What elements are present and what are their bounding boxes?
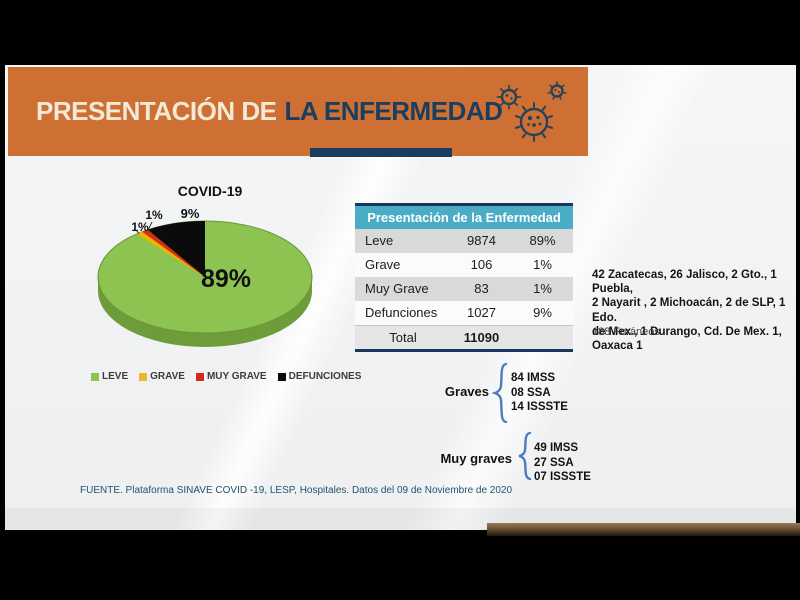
legend-label-defunciones: DEFUNCIONES bbox=[288, 371, 362, 382]
pie-label-muy-grave: 1% bbox=[145, 208, 163, 222]
row-percent: 1% bbox=[533, 281, 552, 296]
legend-swatch-leve-icon bbox=[91, 372, 99, 381]
table-row: Grave 106 1% bbox=[355, 253, 573, 277]
row-percent: 89% bbox=[529, 233, 556, 248]
muy-graves-items: 49 IMSS 27 SSA 07 ISSSTE bbox=[534, 441, 591, 485]
row-value: 9874 bbox=[467, 233, 496, 248]
table-total-row: Total 11090 bbox=[355, 325, 573, 349]
row-label: Grave bbox=[365, 257, 401, 272]
legend-swatch-defunciones-icon bbox=[277, 372, 286, 381]
pie-label-defunciones: 9% bbox=[180, 206, 200, 221]
title-banner: PRESENTACIÓN DE LA ENFERMEDAD bbox=[8, 67, 588, 156]
states-line: de Mex., 1 Durango, Cd. De Mex. 1, bbox=[592, 325, 782, 338]
graves-item: 08 SSA bbox=[511, 386, 551, 399]
row-percent: 9% bbox=[533, 305, 552, 320]
row-label: Defunciones bbox=[365, 305, 438, 320]
pie-label-grave: 1% bbox=[131, 220, 149, 234]
pie-label-leve: 89% bbox=[200, 265, 252, 293]
table-row: Defunciones 1027 9% bbox=[355, 301, 573, 325]
row-value: 106 bbox=[470, 257, 493, 272]
page-title-prefix: PRESENTACIÓN DE bbox=[36, 96, 277, 126]
pie-leader-lines bbox=[136, 221, 153, 234]
pie-slice-defunciones bbox=[147, 221, 205, 277]
presentation-slide: PRESENTACIÓN DE LA ENFERMEDAD bbox=[5, 65, 796, 530]
legend-label-muy-grave: MUY GRAVE bbox=[206, 371, 267, 382]
graves-items: 84 IMSS 08 SSA 14 ISSSTE bbox=[511, 371, 568, 415]
muy-graves-item: 49 IMSS bbox=[534, 442, 579, 454]
graves-item: 14 ISSSTE bbox=[511, 401, 568, 413]
table-header: Presentación de la Enfermedad bbox=[355, 206, 573, 229]
muy-graves-item: 07 ISSSTE bbox=[534, 471, 591, 483]
pie-slice-grave bbox=[136, 231, 205, 277]
title-underline-bar bbox=[310, 148, 452, 157]
legend-label-grave: GRAVE bbox=[150, 371, 185, 382]
graves-brace-icon bbox=[492, 362, 508, 424]
muy-graves-label: Muy graves bbox=[440, 451, 512, 466]
pie-chart bbox=[97, 220, 313, 347]
total-value: 11090 bbox=[463, 330, 500, 345]
total-percent-empty bbox=[512, 326, 573, 349]
legend-swatch-grave-icon bbox=[139, 372, 148, 381]
states-line: 2 Nayarit , 2 Michoacán, 2 de SLP, 1 Edo… bbox=[592, 297, 786, 324]
graves-item: 84 IMSS bbox=[511, 372, 556, 384]
disease-table: Presentación de la Enfermedad Leve 9874 … bbox=[355, 203, 573, 352]
legend-swatch-muy-grave-icon bbox=[195, 372, 204, 381]
row-label: Muy Grave bbox=[365, 281, 429, 296]
states-line: 42 Zacatecas, 26 Jalisco, 2 Gto., 1 Pueb… bbox=[592, 269, 777, 296]
states-breakdown-text: 42 Zacatecas, 26 Jalisco, 2 Gto., 1 Pueb… bbox=[592, 268, 798, 353]
legend-label-leve: LEVE bbox=[102, 371, 129, 382]
legend-item-defunciones: DEFUNCIONES bbox=[277, 371, 362, 382]
pie-side-leve bbox=[98, 277, 312, 347]
legend-item-leve: LEVE bbox=[91, 371, 128, 382]
background-video-strip bbox=[487, 523, 800, 536]
foraneos-text: 188 Foráneos bbox=[592, 326, 660, 338]
graves-label: Graves bbox=[444, 384, 489, 399]
pie-slice-muy-grave bbox=[142, 229, 205, 277]
pie-chart-title: COVID-19 bbox=[177, 183, 243, 199]
page-title-emphasis: LA ENFERMEDAD bbox=[284, 96, 503, 126]
table-row: Leve 9874 89% bbox=[355, 229, 573, 253]
states-line: Oaxaca 1 bbox=[592, 340, 643, 353]
row-value: 83 bbox=[474, 281, 489, 296]
legend-item-grave: GRAVE bbox=[139, 371, 185, 382]
pie-legend: LEVE GRAVE MUY GRAVE DEFUNCIONES bbox=[91, 371, 361, 382]
muy-graves-brace-icon bbox=[518, 431, 532, 481]
page-title: PRESENTACIÓN DE LA ENFERMEDAD bbox=[36, 67, 503, 156]
legend-item-muy-grave: MUY GRAVE bbox=[195, 371, 267, 382]
muy-graves-item: 27 SSA bbox=[534, 456, 574, 469]
row-percent: 1% bbox=[533, 257, 552, 272]
row-value: 1027 bbox=[467, 305, 496, 320]
coronavirus-icon bbox=[496, 81, 567, 142]
total-label: Total bbox=[389, 330, 417, 345]
table-row: Muy Grave 83 1% bbox=[355, 277, 573, 301]
row-label: Leve bbox=[365, 233, 394, 248]
source-citation: FUENTE. Plataforma SINAVE COVID -19, LES… bbox=[80, 485, 513, 496]
